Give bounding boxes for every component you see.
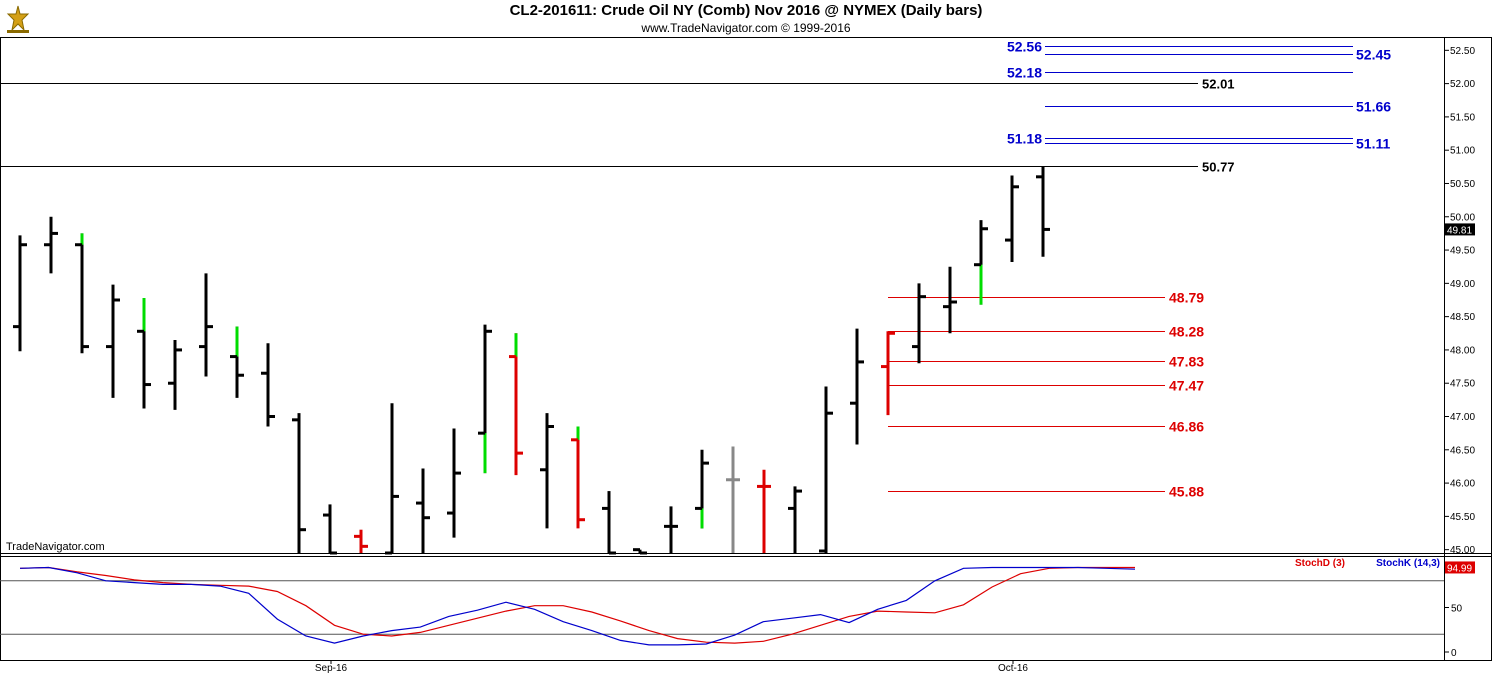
ohlc-bar [974,220,988,305]
ohlc-bar [943,266,957,334]
level-label: 48.79 [1169,290,1204,306]
ohlc-bar [447,428,461,538]
level-label: 48.28 [1169,324,1204,340]
chart-frame [0,37,1492,661]
y-tick-label: 50.00 [1450,212,1475,223]
level-label: 51.66 [1356,99,1391,115]
y-tick-label: 46.50 [1450,445,1475,456]
level-label: 52.45 [1356,47,1391,63]
level-label: 52.18 [1007,65,1042,81]
last-value-label: 94.99 [1447,563,1472,574]
ohlc-bar [540,413,554,529]
legend-stochk: StochK (14,3) [1376,558,1440,569]
y-tick-label: 0 [1451,648,1457,659]
ohlc-bar [261,343,275,427]
chart-subtitle: www.TradeNavigator.com © 1999-2016 [641,21,851,35]
y-tick-label: 51.50 [1450,112,1475,123]
legend-stochd: StochD (3) [1295,558,1345,569]
last-value-box [1445,561,1475,574]
ohlc-bar [819,386,833,553]
watermark-text: TradeNavigator.com [6,541,105,553]
y-tick-label: 49.00 [1450,279,1475,290]
ohlc-bar [292,413,306,553]
ohlc-bar [106,284,120,398]
ohlc-bar [633,548,647,555]
trade-navigator-logo-icon [6,5,30,33]
level-label: 52.56 [1007,39,1042,55]
level-label: 47.47 [1169,378,1204,394]
y-tick-label: 52.50 [1450,46,1475,57]
stoch-series-line [19,566,1135,644]
ohlc-bar [75,233,89,354]
ohlc-bar [1036,166,1050,257]
level-label: 50.77 [1202,160,1235,175]
ohlc-bar [478,324,492,474]
ohlc-bar [13,235,27,352]
stoch-series-line [19,566,1136,646]
ohlc-bar [726,446,740,553]
ohlc-bar [44,216,58,274]
ohlc-bar [168,339,182,410]
ohlc-bar [416,468,430,553]
y-tick-label: 45.50 [1450,512,1475,523]
ohlc-bar [137,297,151,409]
x-tick-label: Oct-16 [998,663,1028,674]
chart-title: CL2-201611: Crude Oil NY (Comb) Nov 2016… [509,2,983,19]
ohlc-bar [323,504,337,555]
ohlc-bar [199,273,213,377]
ohlc-bar [509,333,523,476]
y-tick-label: 48.50 [1450,312,1475,323]
ohlc-bar [230,326,244,398]
ohlc-bar [695,449,709,529]
ohlc-bar [664,506,678,553]
y-tick-label: 47.00 [1450,412,1475,423]
level-label: 52.01 [1202,77,1235,92]
ohlc-bar [757,469,771,553]
ohlc-bar [881,331,895,416]
x-tick-label: Sep-16 [315,663,348,674]
ohlc-bar [912,283,926,364]
ohlc-bar [1005,175,1019,263]
ohlc-bar [788,486,802,553]
y-tick-label: 47.50 [1450,379,1475,390]
level-label: 51.11 [1356,136,1390,152]
ohlc-bar [385,403,399,555]
y-tick-label: 49.50 [1450,246,1475,257]
y-tick-label: 46.00 [1450,479,1475,490]
level-label: 46.86 [1169,419,1204,435]
last-price-box [1445,223,1475,236]
y-tick-label: 52.00 [1450,79,1475,90]
y-tick-label: 45.00 [1450,545,1475,556]
last-price-label: 49.81 [1447,225,1472,236]
y-tick-label: 50.50 [1450,179,1475,190]
ohlc-bar [354,529,368,553]
level-label: 47.83 [1169,354,1204,370]
level-label: 45.88 [1169,484,1204,500]
y-tick-label: 51.00 [1450,146,1475,157]
level-label: 51.18 [1007,131,1042,147]
ohlc-bar [571,426,585,529]
y-tick-label: 48.00 [1450,345,1475,356]
y-tick-label: 50 [1451,604,1463,615]
ohlc-bar [850,328,864,445]
ohlc-bar [602,491,616,555]
